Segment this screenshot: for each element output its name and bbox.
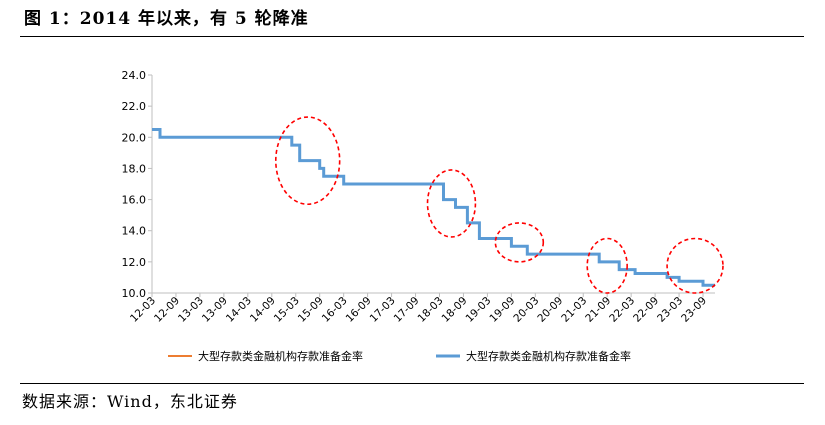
x-tick-label: 23-03 bbox=[655, 295, 685, 325]
x-tick-label: 21-09 bbox=[583, 295, 613, 325]
legend-label-2: 大型存款类金融机构存款准备金率 bbox=[466, 349, 631, 363]
y-tick-label: 12.0 bbox=[122, 256, 147, 269]
highlight-ellipse-1 bbox=[274, 116, 341, 206]
highlight-ellipse-3 bbox=[494, 222, 545, 263]
x-tick-label: 13-03 bbox=[176, 295, 206, 325]
y-tick-label: 16.0 bbox=[122, 194, 147, 207]
x-tick-label: 17-09 bbox=[392, 295, 422, 325]
x-tick-label: 17-03 bbox=[368, 295, 398, 325]
x-tick-label: 14-03 bbox=[224, 295, 254, 325]
y-tick-label: 20.0 bbox=[122, 131, 147, 144]
annotation-layer bbox=[274, 116, 724, 294]
title-rule bbox=[20, 36, 804, 37]
source-rule bbox=[20, 383, 804, 384]
x-tick-label: 18-09 bbox=[440, 295, 470, 325]
x-tick-label: 22-09 bbox=[631, 295, 661, 325]
y-tick-label: 24.0 bbox=[122, 69, 147, 82]
legend: 大型存款类金融机构存款准备金率 大型存款类金融机构存款准备金率 bbox=[168, 349, 631, 363]
y-tick-label: 10.0 bbox=[122, 287, 147, 300]
figure-title: 图 1：2014 年以来，有 5 轮降准 bbox=[24, 9, 309, 29]
y-tick-label: 18.0 bbox=[122, 162, 147, 175]
series-line-blue bbox=[152, 128, 715, 287]
x-tick-label: 16-09 bbox=[344, 295, 374, 325]
x-tick-label: 15-03 bbox=[272, 295, 302, 325]
x-tick-label: 12-09 bbox=[152, 295, 182, 325]
x-tick-label: 20-03 bbox=[511, 295, 541, 325]
x-tick-label: 20-09 bbox=[535, 295, 565, 325]
x-tick-label: 19-03 bbox=[463, 295, 493, 325]
highlight-ellipse-4 bbox=[586, 237, 628, 294]
x-tick-label: 21-03 bbox=[559, 295, 589, 325]
series-layer bbox=[152, 128, 715, 287]
highlight-ellipse-5 bbox=[666, 237, 724, 294]
x-tick-label: 19-09 bbox=[487, 295, 517, 325]
rrr-line-chart: 24.0 22.0 20.0 18.0 16.0 14.0 12.0 10.0 12-0312… bbox=[122, 69, 724, 363]
data-source: 数据来源：Wind，东北证券 bbox=[22, 392, 238, 411]
y-tick-label: 14.0 bbox=[122, 225, 147, 238]
y-tick-label: 22.0 bbox=[122, 100, 147, 113]
x-tick-label: 13-09 bbox=[200, 295, 230, 325]
y-axis: 24.0 22.0 20.0 18.0 16.0 14.0 12.0 10.0 bbox=[122, 69, 153, 300]
x-tick-label: 18-03 bbox=[416, 295, 446, 325]
x-tick-label: 22-03 bbox=[607, 295, 637, 325]
x-tick-label: 15-09 bbox=[296, 295, 326, 325]
highlight-ellipse-2 bbox=[426, 169, 477, 238]
x-tick-label: 14-09 bbox=[248, 295, 278, 325]
x-axis: 12-0312-0913-0313-0914-0314-0915-0315-09… bbox=[128, 292, 715, 325]
x-tick-label: 16-03 bbox=[320, 295, 350, 325]
legend-label-1: 大型存款类金融机构存款准备金率 bbox=[198, 349, 363, 363]
x-tick-label: 23-09 bbox=[679, 295, 709, 325]
series-line-orange bbox=[152, 128, 715, 286]
